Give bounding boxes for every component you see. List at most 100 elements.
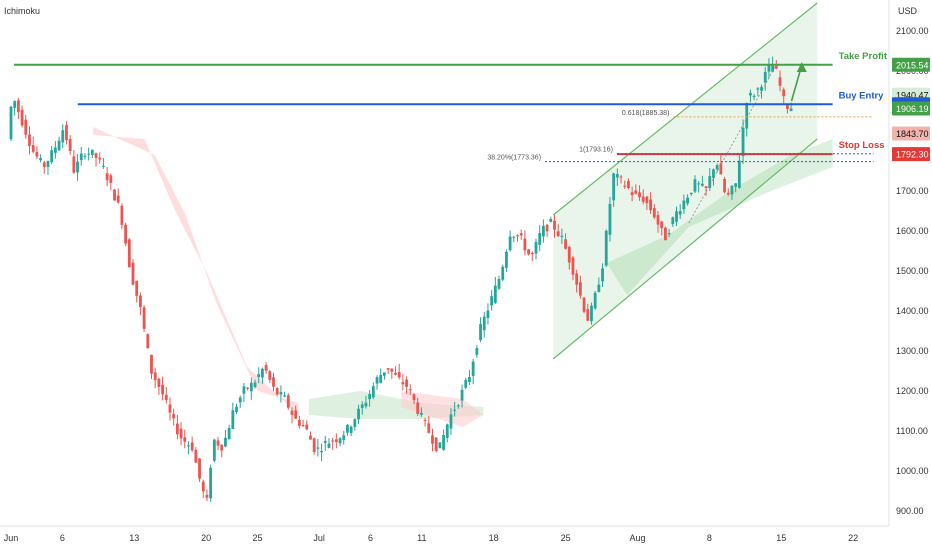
candle-body[interactable] (331, 440, 335, 442)
candle-body[interactable] (175, 423, 179, 435)
candle-body[interactable] (464, 379, 468, 388)
candle-body[interactable] (268, 371, 272, 380)
candle-body[interactable] (427, 423, 431, 433)
candle-body[interactable] (601, 268, 604, 282)
candle-body[interactable] (689, 192, 693, 195)
candle-body[interactable] (249, 382, 253, 392)
candle-body[interactable] (183, 437, 187, 442)
candle-body[interactable] (471, 361, 475, 377)
candle-body[interactable] (445, 424, 449, 439)
candle-body[interactable] (771, 65, 775, 72)
candle-body[interactable] (667, 233, 671, 235)
candle-body[interactable] (109, 175, 113, 183)
candle-body[interactable] (549, 218, 553, 222)
candle-body[interactable] (660, 221, 664, 229)
candle-body[interactable] (90, 149, 94, 155)
candle-body[interactable] (246, 387, 250, 389)
candle-body[interactable] (556, 231, 560, 237)
candle-body[interactable] (290, 410, 294, 415)
candle-body[interactable] (416, 402, 420, 414)
candle-body[interactable] (297, 419, 301, 426)
candle-body[interactable] (261, 368, 264, 378)
candle-body[interactable] (224, 437, 227, 447)
candle-body[interactable] (593, 292, 597, 309)
candle-body[interactable] (460, 389, 464, 401)
candle-body[interactable] (575, 273, 579, 285)
candle-body[interactable] (530, 252, 534, 255)
candle-body[interactable] (693, 179, 697, 192)
candle-body[interactable] (715, 165, 719, 170)
candle-body[interactable] (423, 419, 427, 421)
candle-body[interactable] (39, 158, 42, 161)
candle-body[interactable] (778, 77, 782, 86)
candle-body[interactable] (671, 217, 675, 225)
candle-body[interactable] (578, 282, 582, 296)
candle-body[interactable] (682, 200, 686, 210)
candle-body[interactable] (83, 155, 87, 157)
candle-body[interactable] (35, 152, 39, 157)
candle-body[interactable] (212, 439, 216, 461)
candle-body[interactable] (612, 173, 616, 201)
candle-body[interactable] (360, 404, 364, 409)
candle-body[interactable] (323, 440, 327, 443)
candle-body[interactable] (357, 408, 360, 420)
candle-body[interactable] (700, 183, 704, 186)
candle-body[interactable] (449, 414, 453, 429)
candle-body[interactable] (120, 205, 124, 225)
candle-body[interactable] (638, 192, 641, 198)
candle-body[interactable] (501, 266, 505, 280)
candle-body[interactable] (523, 238, 527, 251)
candle-body[interactable] (235, 406, 238, 413)
candle-body[interactable] (257, 374, 261, 378)
candle-body[interactable] (786, 104, 789, 110)
candle-body[interactable] (320, 450, 323, 453)
candle-body[interactable] (726, 192, 730, 195)
candle-body[interactable] (645, 196, 649, 204)
candle-body[interactable] (20, 109, 24, 126)
candle-body[interactable] (312, 438, 316, 452)
candle-body[interactable] (789, 108, 793, 112)
candle-body[interactable] (394, 372, 397, 375)
candle-body[interactable] (438, 442, 442, 449)
candle-body[interactable] (527, 249, 531, 255)
candle-body[interactable] (168, 404, 172, 413)
candle-body[interactable] (752, 95, 756, 97)
candle-body[interactable] (116, 195, 120, 203)
candle-body[interactable] (386, 368, 390, 370)
candle-body[interactable] (512, 236, 516, 238)
candle-body[interactable] (652, 208, 656, 218)
candle-body[interactable] (656, 215, 660, 225)
candle-body[interactable] (283, 395, 286, 397)
candle-body[interactable] (53, 147, 57, 153)
candle-body[interactable] (305, 424, 309, 430)
candle-body[interactable] (708, 176, 712, 188)
candle-body[interactable] (146, 334, 150, 349)
candle-body[interactable] (50, 150, 54, 163)
candle-body[interactable] (135, 280, 139, 296)
candle-body[interactable] (124, 224, 128, 244)
candle-body[interactable] (16, 100, 20, 113)
candle-body[interactable] (519, 233, 523, 236)
candle-body[interactable] (272, 377, 275, 387)
candle-body[interactable] (131, 262, 135, 285)
candle-body[interactable] (479, 324, 482, 341)
candle-body[interactable] (582, 297, 586, 312)
candle-body[interactable] (301, 424, 305, 426)
candle-body[interactable] (774, 65, 778, 69)
candle-body[interactable] (497, 278, 501, 289)
candle-body[interactable] (9, 106, 13, 140)
candle-body[interactable] (264, 365, 268, 371)
candle-body[interactable] (516, 235, 519, 237)
candle-body[interactable] (401, 382, 405, 385)
candle-body[interactable] (279, 392, 283, 395)
candle-body[interactable] (734, 183, 738, 187)
candle-body[interactable] (342, 435, 346, 441)
candle-body[interactable] (216, 440, 220, 446)
candle-body[interactable] (619, 176, 623, 178)
channel-upper-line[interactable] (552, 2, 818, 216)
candle-body[interactable] (157, 378, 161, 387)
candle-body[interactable] (763, 71, 767, 83)
candle-body[interactable] (31, 145, 35, 152)
candle-body[interactable] (294, 410, 298, 419)
candle-body[interactable] (24, 119, 28, 135)
